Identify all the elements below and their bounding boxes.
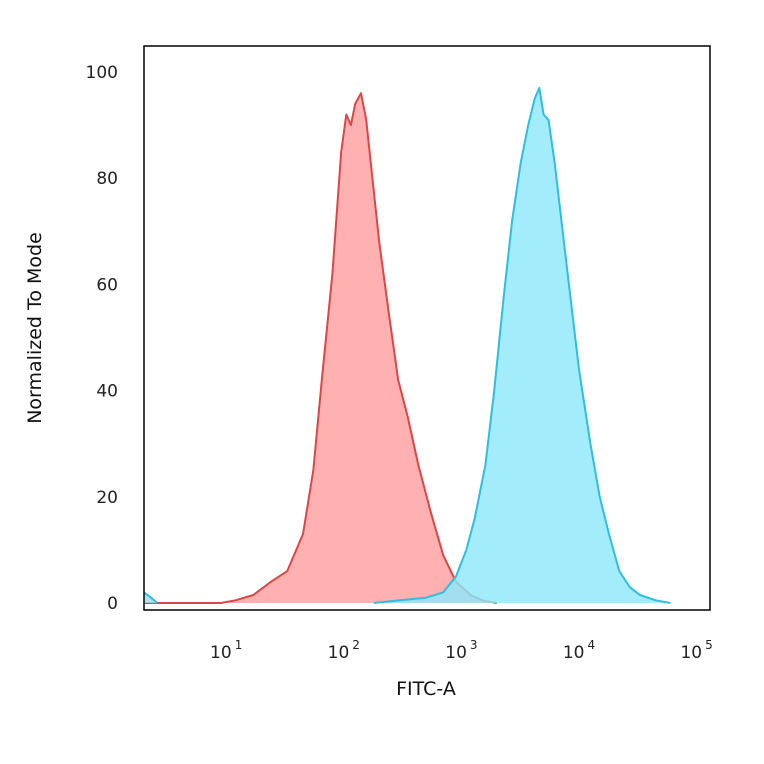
plot-area (143, 86, 671, 604)
x-tick-label: 10 2 (328, 638, 360, 663)
series-3-line (143, 591, 159, 604)
y-tick-label: 0 (107, 594, 118, 614)
y-tick-label: 40 (96, 382, 118, 402)
x-axis-label: FITC-A (396, 678, 456, 700)
y-axis-label: Normalized To Mode (24, 232, 46, 424)
series-1-line (144, 92, 497, 604)
x-tick-label: 10 3 (445, 638, 477, 663)
y-tick-label: 60 (96, 275, 118, 295)
x-tick-label: 10 4 (563, 638, 595, 663)
y-tick-label: 100 (86, 63, 118, 83)
x-axis: 10 1 10 2 10 3 10 4 10 5 (210, 638, 713, 663)
y-axis: 0 20 40 60 80 100 (86, 63, 118, 614)
x-tick-label: 10 5 (680, 638, 712, 663)
x-tick-label: 10 1 (210, 638, 242, 663)
y-tick-label: 80 (96, 169, 118, 189)
series-2-area (373, 87, 671, 603)
series-2-line (373, 86, 671, 604)
series-1-area (144, 93, 497, 603)
plot-frame (143, 45, 711, 611)
y-tick-label: 20 (96, 488, 118, 508)
